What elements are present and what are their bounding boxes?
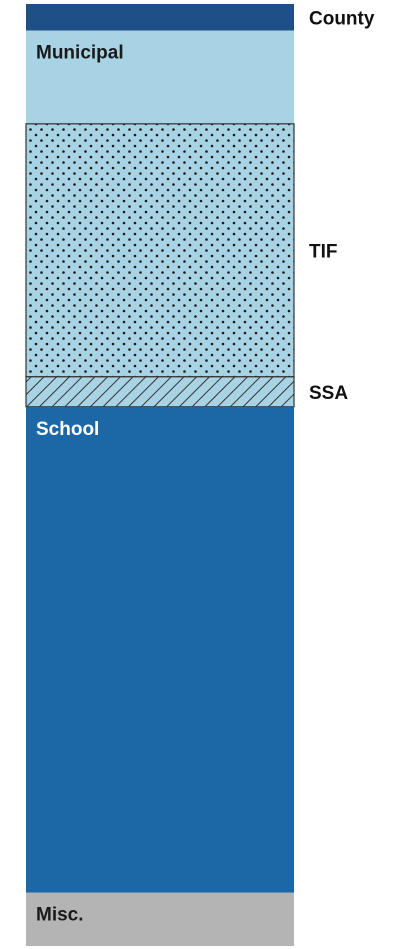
bar-segment-misc <box>26 892 294 946</box>
bar-segment-county <box>26 4 294 31</box>
segment-label-misc: Misc. <box>36 905 84 926</box>
segment-labels: County Municipal TIF SSA School Misc. <box>36 8 375 925</box>
segment-label-tif: TIF <box>309 241 338 262</box>
bar-segments <box>25 4 295 946</box>
segment-label-ssa: SSA <box>309 383 348 404</box>
bar-segment-school <box>26 406 294 893</box>
bar-segment-tif <box>25 123 295 378</box>
bar-segment-municipal <box>26 30 294 124</box>
segment-label-county: County <box>309 8 375 29</box>
segment-label-school: School <box>36 419 99 440</box>
segment-label-municipal: Municipal <box>36 43 124 64</box>
bar-segment-ssa <box>25 376 295 408</box>
